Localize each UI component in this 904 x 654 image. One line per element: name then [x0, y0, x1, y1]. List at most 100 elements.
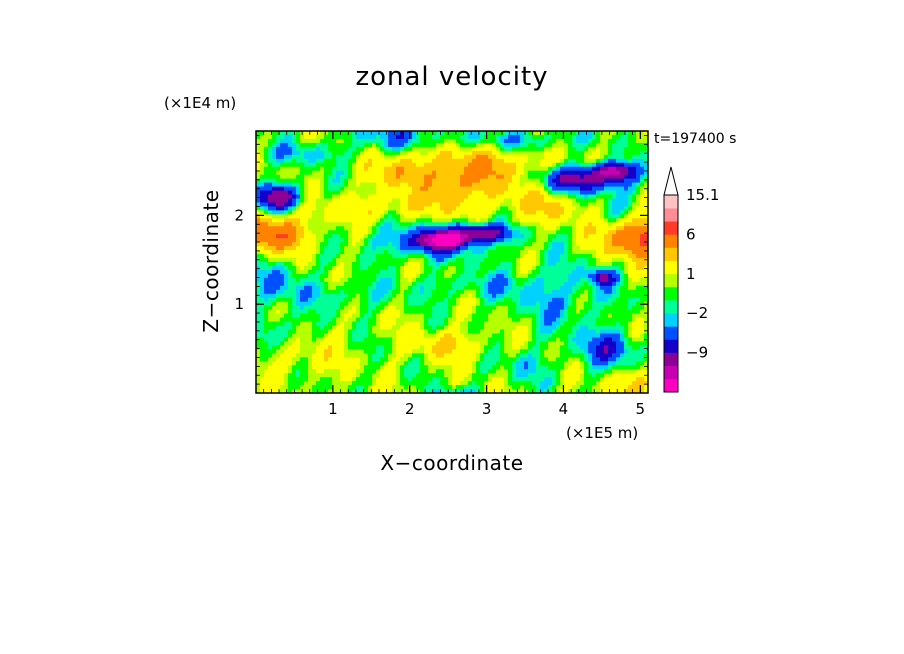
field-cell — [384, 138, 389, 144]
field-cell — [292, 138, 297, 144]
field-cell — [292, 289, 297, 295]
field-cell — [304, 317, 309, 322]
field-cell — [432, 381, 437, 386]
field-cell — [432, 194, 437, 199]
field-cell — [412, 345, 417, 350]
field-cell — [476, 150, 481, 156]
field-cell — [400, 134, 405, 140]
field-cell — [396, 273, 401, 279]
field-cell — [360, 349, 365, 354]
field-cell — [304, 230, 309, 235]
field-cell — [524, 214, 529, 219]
field-cell — [328, 285, 333, 291]
field-cell — [352, 265, 357, 271]
field-cell — [284, 333, 289, 338]
field-cell — [444, 369, 449, 374]
field-cell — [372, 265, 377, 271]
field-cell — [496, 154, 501, 160]
field-cell — [328, 222, 333, 227]
field-cell — [488, 381, 493, 386]
field-cell — [284, 134, 289, 140]
field-cell — [528, 301, 533, 307]
field-cell — [532, 325, 537, 330]
field-cell — [536, 218, 541, 223]
field-cell — [404, 293, 409, 299]
field-cell — [320, 289, 325, 295]
field-cell — [556, 250, 561, 255]
field-cell — [424, 202, 429, 207]
field-cell — [448, 178, 453, 184]
field-cell — [472, 273, 477, 279]
field-cell — [396, 142, 401, 148]
field-cell — [488, 305, 493, 311]
field-cell — [380, 385, 385, 390]
field-cell — [372, 333, 377, 338]
field-cell — [412, 214, 417, 219]
field-cell — [384, 218, 389, 223]
field-cell — [380, 146, 385, 152]
field-cell — [488, 142, 493, 148]
field-cell — [372, 289, 377, 295]
field-cell — [492, 277, 497, 283]
field-cell — [288, 341, 293, 346]
field-cell — [428, 305, 433, 311]
field-cell — [272, 349, 277, 354]
field-cell — [336, 206, 341, 211]
field-cell — [520, 262, 525, 267]
field-cell — [488, 234, 493, 239]
field-cell — [508, 285, 513, 291]
field-cell — [544, 309, 549, 315]
field-cell — [360, 273, 365, 279]
field-cell — [340, 349, 345, 354]
field-cell — [320, 309, 325, 315]
field-cell — [484, 333, 489, 338]
field-cell — [504, 337, 509, 342]
field-cell — [552, 373, 557, 378]
field-cell — [400, 357, 405, 362]
field-cell — [256, 234, 261, 239]
field-cell — [260, 381, 265, 386]
field-cell — [288, 337, 293, 342]
field-cell — [332, 357, 337, 362]
field-cell — [384, 234, 389, 239]
field-cell — [540, 182, 545, 187]
field-cell — [352, 389, 357, 394]
field-cell — [536, 178, 541, 184]
field-cell — [488, 365, 493, 370]
field-cell — [460, 389, 465, 394]
field-cell — [388, 146, 393, 152]
field-cell — [264, 154, 269, 160]
field-cell — [376, 305, 381, 311]
field-cell — [344, 246, 349, 251]
field-cell — [504, 182, 509, 187]
field-cell — [416, 222, 421, 227]
field-cell — [512, 301, 517, 307]
field-cell — [304, 385, 309, 390]
field-cell — [308, 377, 313, 382]
field-cell — [284, 321, 289, 326]
field-cell — [500, 297, 505, 303]
field-cell — [284, 210, 289, 215]
field-cell — [444, 234, 449, 239]
field-cell — [520, 365, 525, 370]
field-cell — [436, 242, 441, 247]
field-cell — [472, 317, 477, 322]
field-cell — [524, 297, 529, 303]
field-cell — [468, 194, 473, 199]
field-cell — [348, 238, 353, 243]
field-cell — [312, 345, 317, 350]
field-cell — [440, 134, 445, 140]
field-cell — [316, 301, 321, 307]
field-cell — [316, 349, 321, 354]
field-cell — [476, 131, 481, 136]
field-cell — [452, 142, 457, 148]
field-cell — [512, 162, 517, 168]
field-cell — [372, 154, 377, 160]
field-cell — [464, 234, 469, 239]
field-cell — [544, 182, 549, 187]
field-cell — [444, 202, 449, 207]
field-cell — [544, 246, 549, 251]
field-cell — [296, 142, 301, 148]
field-cell — [480, 222, 485, 227]
field-cell — [388, 293, 393, 299]
